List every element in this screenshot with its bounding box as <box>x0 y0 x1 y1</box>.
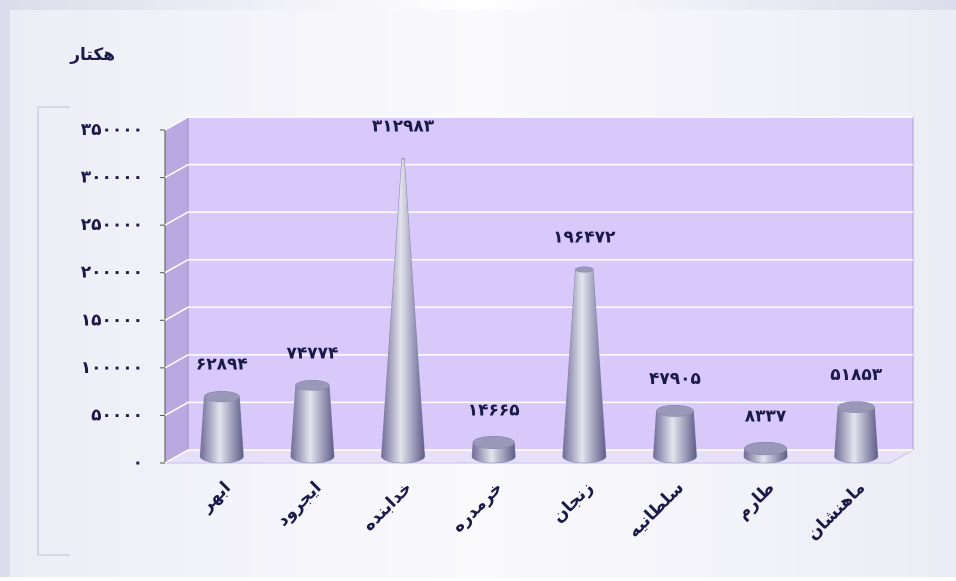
value-label: ۱۹۶۴۷۲ <box>553 228 616 248</box>
grid-line <box>164 163 913 179</box>
bar-top <box>401 158 405 160</box>
y-tick-label: ۱۵۰۰۰۰ <box>81 310 143 330</box>
y-tick-label: ۳۵۰۰۰۰ <box>81 120 143 140</box>
grid-line <box>164 258 913 274</box>
value-label: ۴۷۹۰۵ <box>649 369 701 389</box>
y-tick-label: ۱۰۰۰۰۰ <box>81 358 143 378</box>
grid-line <box>164 306 913 321</box>
grid-line <box>164 401 913 417</box>
y-tick-label: ۰ <box>133 453 143 473</box>
bar-top <box>295 380 330 391</box>
grid-line <box>164 211 913 226</box>
value-label: ۵۱۸۵۳ <box>830 365 883 385</box>
frame <box>37 106 70 556</box>
bar-top <box>203 391 240 403</box>
bar <box>290 380 335 464</box>
bar-top <box>656 405 694 417</box>
y-tick-label: ۲۵۰۰۰۰ <box>81 215 143 235</box>
grid-line <box>164 116 913 131</box>
value-label: ۱۴۶۶۵ <box>468 401 520 421</box>
axis-label: هکتار <box>69 45 115 65</box>
bar-top <box>472 436 515 450</box>
value-label: ۳۱۲۹۸۳ <box>372 117 435 137</box>
value-label: ۸۳۳۷ <box>745 407 787 427</box>
bar-top <box>837 401 875 413</box>
y-tick-label: ۵۰۰۰۰ <box>91 405 143 425</box>
value-label: ۷۴۷۷۴ <box>286 343 338 363</box>
floor <box>163 449 915 464</box>
y-tick-label: ۳۰۰۰۰۰ <box>81 168 143 188</box>
grid-line <box>164 354 913 369</box>
bar-top <box>744 441 788 456</box>
value-label: ۶۲۸۹۴ <box>196 355 248 375</box>
bar-top <box>575 266 594 273</box>
side-wall <box>164 116 189 464</box>
y-tick-label: ۲۰۰۰۰۰ <box>81 263 143 283</box>
